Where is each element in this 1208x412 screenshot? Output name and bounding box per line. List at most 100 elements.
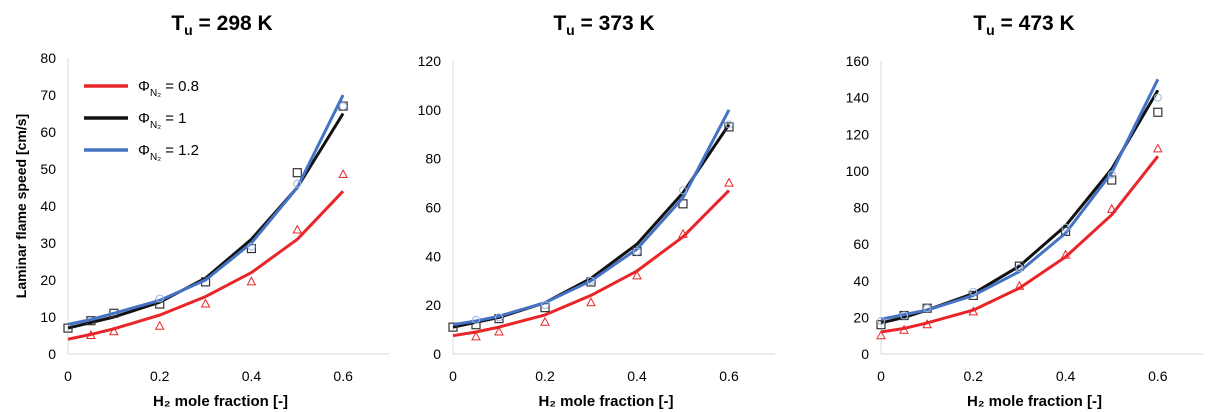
data-point-circle xyxy=(969,287,978,296)
data-point-circle xyxy=(1061,223,1070,232)
y-tick-label: 60 xyxy=(40,124,56,140)
legend-label-subscript: N₂ xyxy=(150,152,161,163)
legend-label-subscript: N₂ xyxy=(150,88,161,99)
chart-title-value: = 473 K xyxy=(995,12,1075,35)
chart-title-subscript: u xyxy=(566,22,575,38)
legend-label-value: = 0.8 xyxy=(161,78,199,95)
data-point-square xyxy=(1153,107,1163,117)
data-point-triangle xyxy=(471,331,481,341)
y-tick-label: 30 xyxy=(40,235,56,251)
chart-title-main: T xyxy=(973,12,986,35)
data-point-circle xyxy=(877,317,885,326)
data-point-triangle xyxy=(876,330,886,340)
data-point-triangle xyxy=(494,326,504,336)
data-point-triangle xyxy=(292,224,303,234)
y-tick-label: 160 xyxy=(846,53,870,69)
chart-title: Tu = 473 K xyxy=(973,12,1074,38)
y-tick-label: 20 xyxy=(425,297,441,313)
y-tick-label: 120 xyxy=(418,53,442,69)
series-line xyxy=(452,109,731,327)
chart-title-main: T xyxy=(171,12,184,35)
x-tick-label: 0.6 xyxy=(1148,368,1168,384)
data-point-triangle xyxy=(154,320,165,330)
legend-label-main: Φ xyxy=(138,110,150,127)
chart-title-main: T xyxy=(553,12,566,35)
data-point-triangle xyxy=(1106,203,1117,213)
x-tick-label: 0 xyxy=(449,368,457,384)
x-tick-label: 0 xyxy=(877,368,885,384)
data-point-square xyxy=(876,320,886,330)
data-point-circle xyxy=(1107,170,1116,179)
chart-title-value: = 298 K xyxy=(193,12,273,35)
data-point-triangle xyxy=(1153,143,1163,153)
y-tick-label: 40 xyxy=(40,198,56,214)
y-tick-label: 80 xyxy=(40,50,56,66)
data-point-triangle xyxy=(586,297,596,307)
y-tick-label: 100 xyxy=(846,163,870,179)
data-point-square xyxy=(494,313,504,324)
series-line xyxy=(452,189,731,338)
y-axis-label: Laminar flame speed [cm/s] xyxy=(13,114,29,298)
data-point-circle xyxy=(495,313,503,322)
x-tick-label: 0.2 xyxy=(964,368,984,384)
chart-title-subscript: u xyxy=(184,22,193,38)
data-point-triangle xyxy=(86,329,96,339)
y-tick-label: 50 xyxy=(40,161,56,177)
y-tick-label: 80 xyxy=(425,151,441,167)
y-tick-label: 140 xyxy=(846,90,870,106)
y-tick-label: 60 xyxy=(853,236,869,252)
data-point-triangle xyxy=(922,319,932,329)
x-tick-label: 0.2 xyxy=(535,368,555,384)
data-point-triangle xyxy=(1014,280,1025,290)
data-point-triangle xyxy=(968,306,979,316)
legend-label-value: = 1.2 xyxy=(161,142,199,159)
data-point-circle xyxy=(633,247,641,256)
data-point-circle xyxy=(1015,263,1024,272)
legend-label: ΦN₂ = 1.2 xyxy=(138,142,199,163)
y-tick-label: 120 xyxy=(846,126,870,142)
data-point-triangle xyxy=(899,324,909,334)
chart-panel-3: Tu = 473 K 0 20 40 60 80 100 120 140 160 0 0.2 0.4 0.… xyxy=(846,12,1204,410)
data-point-circle xyxy=(541,301,549,310)
legend-label: ΦN₂ = 0.8 xyxy=(138,78,199,99)
y-tick-label: 80 xyxy=(853,200,869,216)
chart-panel-2: Tu = 373 K 0 20 40 60 80 100 120 0 0.2 0.4 0.6 H₂ mo… xyxy=(418,12,775,410)
data-point-square xyxy=(292,168,302,178)
chart-title: Tu = 373 K xyxy=(553,12,654,38)
data-point-triangle xyxy=(724,177,734,187)
data-point-circle xyxy=(339,102,348,111)
y-tick-label: 0 xyxy=(48,346,56,362)
chart-title: Tu = 298 K xyxy=(171,12,272,38)
y-tick-label: 100 xyxy=(418,102,442,118)
legend-label: ΦN₂ = 1 xyxy=(138,110,187,131)
series-line xyxy=(67,94,345,326)
chart-panel-1: Tu = 298 K 0 10 20 30 40 50 60 70 80 0 0.2 0.4 0.6 H₂ … xyxy=(40,12,389,410)
data-point-circle xyxy=(725,120,733,129)
data-point-circle xyxy=(1153,93,1162,102)
series-line xyxy=(880,78,1160,321)
data-point-circle xyxy=(923,304,932,313)
y-tick-label: 20 xyxy=(40,272,56,288)
series-line xyxy=(67,190,345,341)
data-point-circle xyxy=(679,186,687,195)
x-tick-label: 0.4 xyxy=(242,368,262,384)
chart-title-value: = 373 K xyxy=(575,12,655,35)
chart-title-subscript: u xyxy=(986,22,995,38)
data-point-triangle xyxy=(338,168,348,179)
x-tick-label: 0.4 xyxy=(1056,368,1076,384)
data-point-square xyxy=(724,122,734,132)
y-tick-label: 20 xyxy=(853,309,869,325)
data-point-triangle xyxy=(678,228,688,238)
y-tick-label: 70 xyxy=(40,87,56,103)
data-point-circle xyxy=(293,179,302,188)
data-point-triangle xyxy=(540,316,550,326)
y-tick-label: 10 xyxy=(40,309,56,325)
y-tick-label: 0 xyxy=(433,346,441,362)
data-point-triangle xyxy=(1060,249,1071,259)
data-point-circle xyxy=(247,242,256,251)
x-axis-label: H₂ mole fraction [-] xyxy=(153,393,288,410)
data-point-circle xyxy=(472,315,480,324)
x-tick-label: 0.2 xyxy=(150,368,170,384)
x-axis-label: H₂ mole fraction [-] xyxy=(967,393,1102,410)
